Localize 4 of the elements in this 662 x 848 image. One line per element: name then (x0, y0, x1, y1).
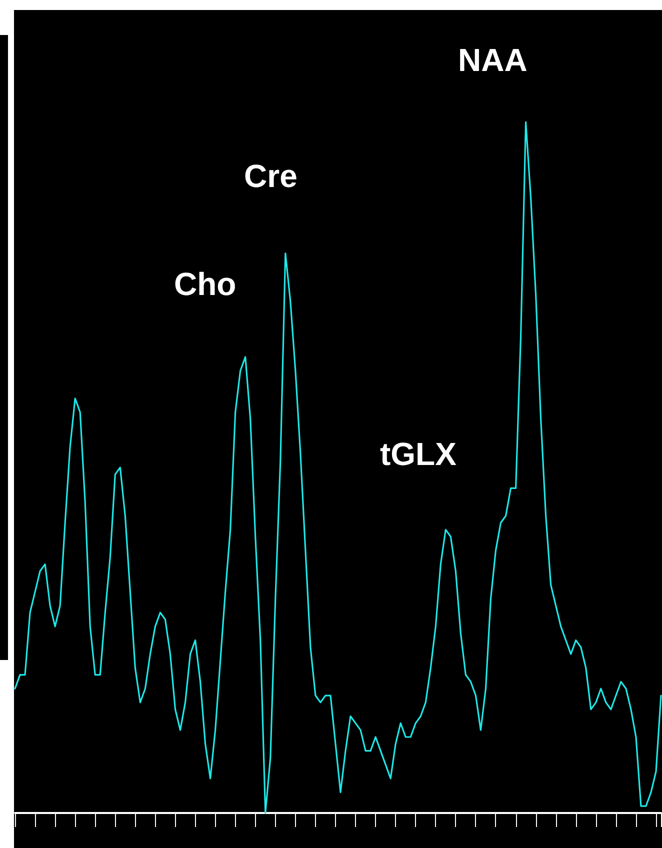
annotation: Cho (174, 266, 236, 302)
text: NAA (458, 42, 528, 78)
annotation: tGLX (380, 436, 458, 472)
annotation: Cre (244, 158, 298, 194)
